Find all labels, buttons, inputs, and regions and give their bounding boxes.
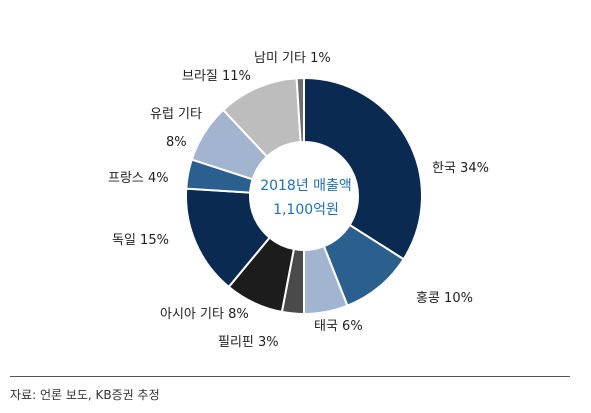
center-label-line-1: 2018년 매출액 — [260, 178, 352, 194]
slice-label-6: 독일 15% — [112, 233, 169, 248]
slice-label-8-line-1: 유럽 기타 — [150, 107, 202, 122]
slice-1 — [303, 76, 423, 261]
slice-label-2: 홍콩 10% — [416, 291, 473, 306]
footer-divider — [10, 376, 570, 377]
slice-label-1: 한국 34% — [432, 161, 489, 176]
slice-label-4: 필리핀 3% — [218, 335, 279, 350]
slice-label-8-line-2: 8% — [166, 135, 187, 150]
slice-label-9: 브라질 11% — [182, 69, 251, 84]
labels-group: 한국 34% 홍콩 10% 태국 6% 필리핀 3% 아시아 기타 8% 독일 15% 프랑… — [108, 51, 489, 350]
slice-label-7: 프랑스 4% — [108, 171, 169, 186]
center-label-line-2: 1,100억원 — [273, 202, 339, 218]
slice-label-3: 태국 6% — [314, 319, 363, 334]
slice-label-5: 아시아 기타 8% — [160, 307, 249, 322]
slice-10 — [295, 76, 305, 144]
slices-group — [185, 76, 423, 316]
slice-label-10: 남미 기타 1% — [254, 51, 331, 66]
source-note: 자료: 언론 보도, KB증권 추정 — [10, 388, 160, 402]
